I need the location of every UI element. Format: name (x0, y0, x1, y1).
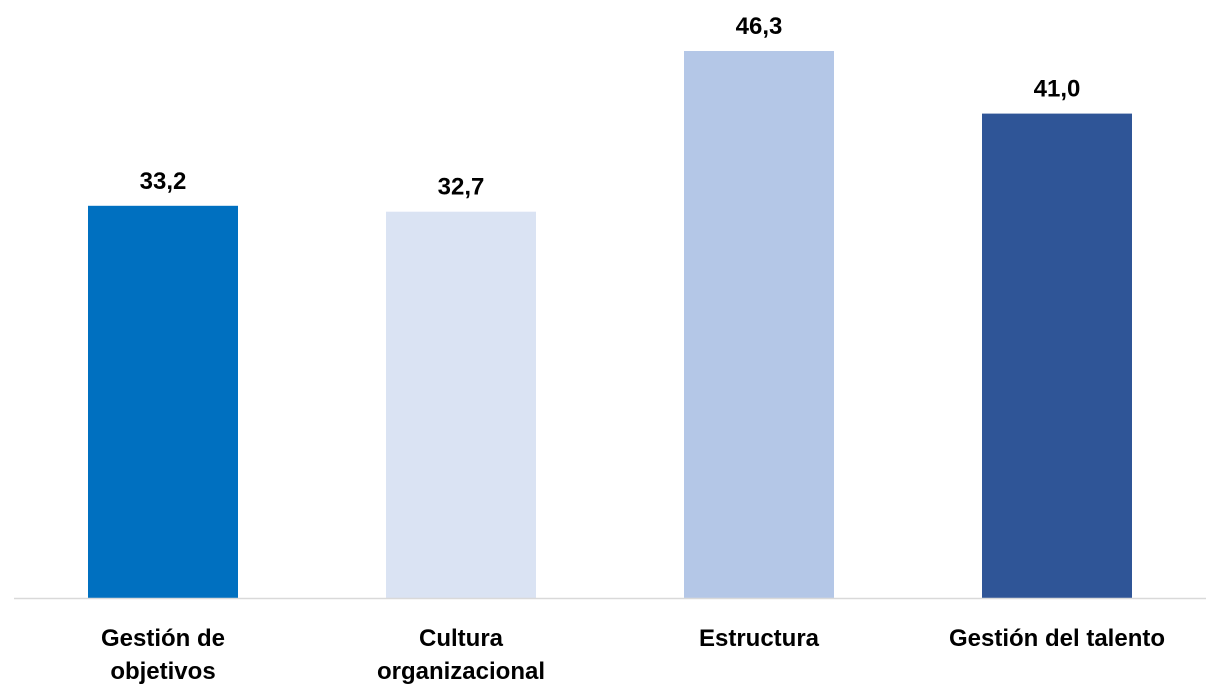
bar-1 (88, 205, 238, 599)
category-label-3: Estructura (699, 625, 820, 652)
bar-3 (684, 51, 834, 598)
bars-group (88, 51, 1132, 599)
bar-2 (386, 211, 536, 598)
category-label-1: Gestión de objetivos (101, 625, 225, 685)
data-label-1: 33,2 (140, 168, 187, 195)
category-label-2: Cultura organizacional (377, 625, 545, 685)
category-label-4: Gestión del talento (949, 625, 1165, 652)
category-label-line: Gestión del talento (949, 625, 1165, 652)
category-label-line: objetivos (110, 658, 215, 685)
data-labels-group: 33,2 32,7 46,3 41,0 (140, 13, 1081, 201)
category-label-line: Gestión de (101, 625, 225, 652)
data-label-4: 41,0 (1034, 76, 1081, 103)
bar-4 (982, 113, 1132, 598)
category-label-line: Cultura (419, 625, 504, 652)
category-label-line: organizacional (377, 658, 545, 685)
category-labels-group: Gestión de objetivos Cultura organizacional… (101, 625, 1165, 685)
data-label-3: 46,3 (736, 13, 783, 40)
data-label-2: 32,7 (438, 174, 485, 201)
category-label-line: Estructura (699, 625, 820, 652)
